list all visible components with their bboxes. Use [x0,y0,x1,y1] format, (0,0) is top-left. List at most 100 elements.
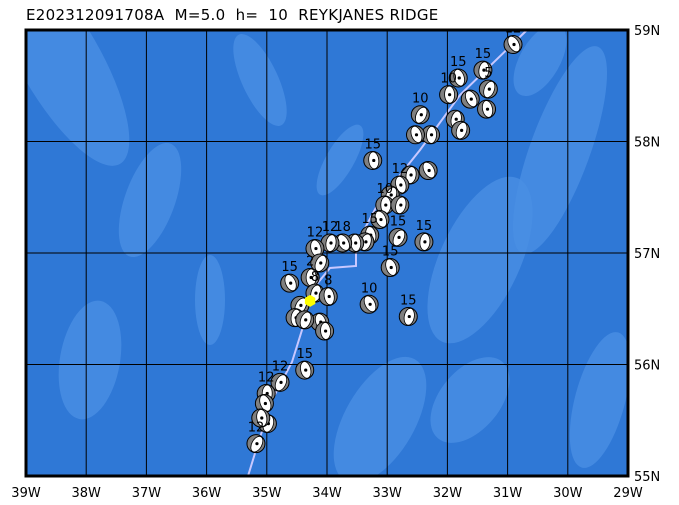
focal-mechanism [477,99,497,119]
beachball-pole [457,76,461,80]
depth-label: 15 [400,294,417,309]
depth-label: 15 [364,137,381,152]
focal-mechanism: 15 [295,347,315,380]
beachball-pole [414,133,419,137]
beachball-pole [448,93,452,97]
focal-mechanism [254,394,274,414]
beachball-pole [379,217,383,222]
beachball-pole [399,183,403,187]
beachball-pole [409,173,413,177]
focal-mechanism: 12 [305,226,325,259]
focal-mechanism [390,195,410,215]
focal-mechanism: 15 [388,214,408,247]
beachball-pole [327,294,331,299]
depth-label: 15 [450,55,467,70]
depth-label: 15 [281,260,298,275]
depth-label: 12 [322,220,339,235]
beachball-pole [304,368,308,372]
focal-mechanism: 5 [478,66,498,99]
shallow-area [195,255,225,345]
focal-mechanism: 15 [363,137,383,170]
beachball-pole [255,442,259,446]
shallow-area [118,142,182,258]
beachball-pole [304,318,308,322]
beachball-pole [487,87,491,91]
beachball-pole [399,203,403,207]
focal-mechanism [405,125,425,145]
lon-tick-label: 38W [71,486,101,501]
beachball-pole [469,97,473,101]
beachball-pole [289,281,293,285]
focal-mechanism: 12 [390,162,410,195]
focal-mechanism: 15 [280,260,300,293]
depth-label: 15 [382,244,399,259]
focal-mechanism [418,160,438,180]
depth-label: 12 [307,226,324,241]
beachball-pole [454,117,458,121]
depth-label: 8 [311,270,319,285]
beachball-pole [342,241,346,245]
depth-label: 18 [334,220,351,235]
lon-tick-label: 33W [372,486,402,501]
beachball-pole [429,133,434,137]
depth-label: 12 [258,370,275,385]
focal-mechanism [315,321,335,341]
depth-label: 15 [475,47,492,62]
shallow-area [26,30,130,166]
depth-label: 2 [306,255,314,270]
depth-label: 15 [361,212,378,227]
beachball-pole [323,329,328,333]
focal-mechanism: 15 [398,294,418,327]
shallow-area [569,332,628,468]
lon-tick-label: 32W [433,486,463,501]
beachball-pole [482,68,486,72]
depth-label: 12 [392,162,409,177]
focal-mechanism: 10 [439,72,459,105]
focal-mechanism: 15 [448,55,468,88]
lat-tick-label: 57N [634,247,660,262]
depth-label: 12 [272,359,289,374]
focal-mechanism [310,253,330,273]
focal-mechanism: 15 [473,47,493,80]
beachball-pole [427,168,431,173]
lon-tick-label: 29W [613,486,643,501]
shallow-area [316,124,364,196]
beachball-pole [372,158,376,163]
focal-mechanism [370,210,390,230]
map-title: E202312091708A M=5.0 h= 10 REYKJANES RID… [26,6,439,24]
focal-mechanism: 10 [375,182,395,215]
beachball-pole [419,113,423,117]
graticule [26,30,628,476]
focal-mechanism [400,165,420,185]
beachball-pole [260,416,264,420]
focal-mechanism: 12 [320,220,340,253]
beachball-pole [407,314,411,319]
focal-mechanism: 10 [410,92,430,125]
beachball-pole [384,203,388,207]
depth-label: 15 [390,214,407,229]
focal-mechanism: 15 [414,219,434,252]
beachball-pole [263,401,267,406]
depth-label: 12 [505,21,522,36]
focal-mechanism [421,125,441,145]
lon-tick-label: 34W [312,486,342,501]
lat-tick-label: 58N [634,136,660,151]
lon-tick-label: 37W [132,486,162,501]
shallow-area [233,34,287,126]
map-frame [24,28,630,478]
beachball-pole [423,240,427,244]
main-event-marker [304,294,316,307]
lon-tick-label: 35W [252,486,282,501]
beachball-pole [319,261,323,265]
lat-tick-label: 55N [634,470,660,485]
lon-tick-label: 36W [192,486,222,501]
depth-label: 10 [440,72,457,87]
depth-label: 12 [248,421,265,436]
beachball-pole [460,128,464,132]
focal-mechanism: 10 [359,281,379,314]
lon-tick-label: 30W [553,486,583,501]
axis-labels: 39W 38W 37W 36W 35W 34W 33W 32W 31W 30W 29W 59N 58N 5… [11,24,660,501]
depth-label: 15 [296,347,313,362]
